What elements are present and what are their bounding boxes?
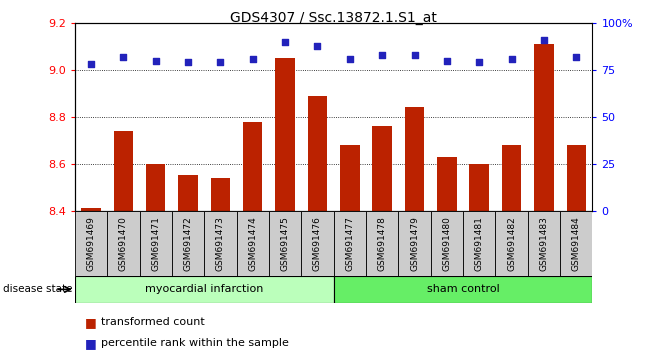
Point — [474, 59, 484, 65]
Text: GSM691478: GSM691478 — [378, 216, 387, 271]
Text: GSM691474: GSM691474 — [248, 216, 257, 271]
Text: GSM691470: GSM691470 — [119, 216, 128, 271]
Point — [344, 56, 355, 62]
Text: GSM691469: GSM691469 — [87, 216, 96, 271]
Bar — [340, 145, 359, 211]
Text: GSM691482: GSM691482 — [507, 216, 516, 271]
Bar — [243, 121, 262, 211]
Point — [86, 62, 96, 67]
Bar — [405, 108, 424, 211]
Bar — [146, 164, 165, 211]
Point — [280, 39, 290, 45]
Text: myocardial infarction: myocardial infarction — [145, 284, 264, 295]
Bar — [366, 211, 398, 276]
Bar — [172, 211, 204, 276]
Bar — [75, 211, 107, 276]
Bar — [566, 145, 586, 211]
Bar — [81, 208, 101, 211]
Bar — [301, 211, 333, 276]
Point — [183, 59, 193, 65]
Bar — [431, 211, 463, 276]
Point — [118, 54, 129, 59]
Bar — [75, 276, 333, 303]
Bar — [534, 44, 553, 211]
Bar — [502, 145, 521, 211]
Text: GSM691477: GSM691477 — [345, 216, 354, 271]
Bar — [114, 131, 133, 211]
Text: ■: ■ — [85, 316, 96, 329]
Text: GDS4307 / Ssc.13872.1.S1_at: GDS4307 / Ssc.13872.1.S1_at — [230, 11, 437, 25]
Text: disease state: disease state — [3, 284, 73, 295]
Bar — [236, 211, 269, 276]
Point — [215, 59, 226, 65]
Bar — [204, 211, 236, 276]
Bar — [178, 176, 198, 211]
Point — [312, 43, 323, 48]
Point — [409, 52, 420, 58]
Bar — [308, 96, 327, 211]
Point — [571, 54, 581, 59]
Point — [506, 56, 517, 62]
Bar — [275, 58, 295, 211]
Text: GSM691483: GSM691483 — [540, 216, 548, 271]
Bar — [528, 211, 560, 276]
Text: transformed count: transformed count — [101, 317, 204, 327]
Bar — [437, 157, 456, 211]
Bar — [107, 211, 139, 276]
Bar — [469, 164, 489, 211]
Point — [150, 58, 161, 63]
Bar — [463, 211, 495, 276]
Point — [247, 56, 258, 62]
Bar — [269, 211, 301, 276]
Bar — [333, 276, 592, 303]
Text: GSM691480: GSM691480 — [442, 216, 451, 271]
Bar — [560, 211, 592, 276]
Bar — [333, 211, 366, 276]
Bar — [372, 126, 392, 211]
Text: GSM691475: GSM691475 — [281, 216, 290, 271]
Text: GSM691476: GSM691476 — [313, 216, 322, 271]
Text: ■: ■ — [85, 337, 96, 350]
Text: GSM691473: GSM691473 — [216, 216, 225, 271]
Text: percentile rank within the sample: percentile rank within the sample — [101, 338, 289, 348]
Text: sham control: sham control — [426, 284, 499, 295]
Text: GSM691481: GSM691481 — [475, 216, 484, 271]
Bar — [211, 178, 230, 211]
Text: GSM691479: GSM691479 — [410, 216, 419, 271]
Text: GSM691484: GSM691484 — [572, 216, 581, 271]
Point — [441, 58, 452, 63]
Point — [377, 52, 387, 58]
Bar — [495, 211, 528, 276]
Bar — [398, 211, 431, 276]
Bar — [139, 211, 172, 276]
Text: GSM691471: GSM691471 — [151, 216, 160, 271]
Text: GSM691472: GSM691472 — [184, 216, 193, 271]
Point — [538, 37, 549, 43]
